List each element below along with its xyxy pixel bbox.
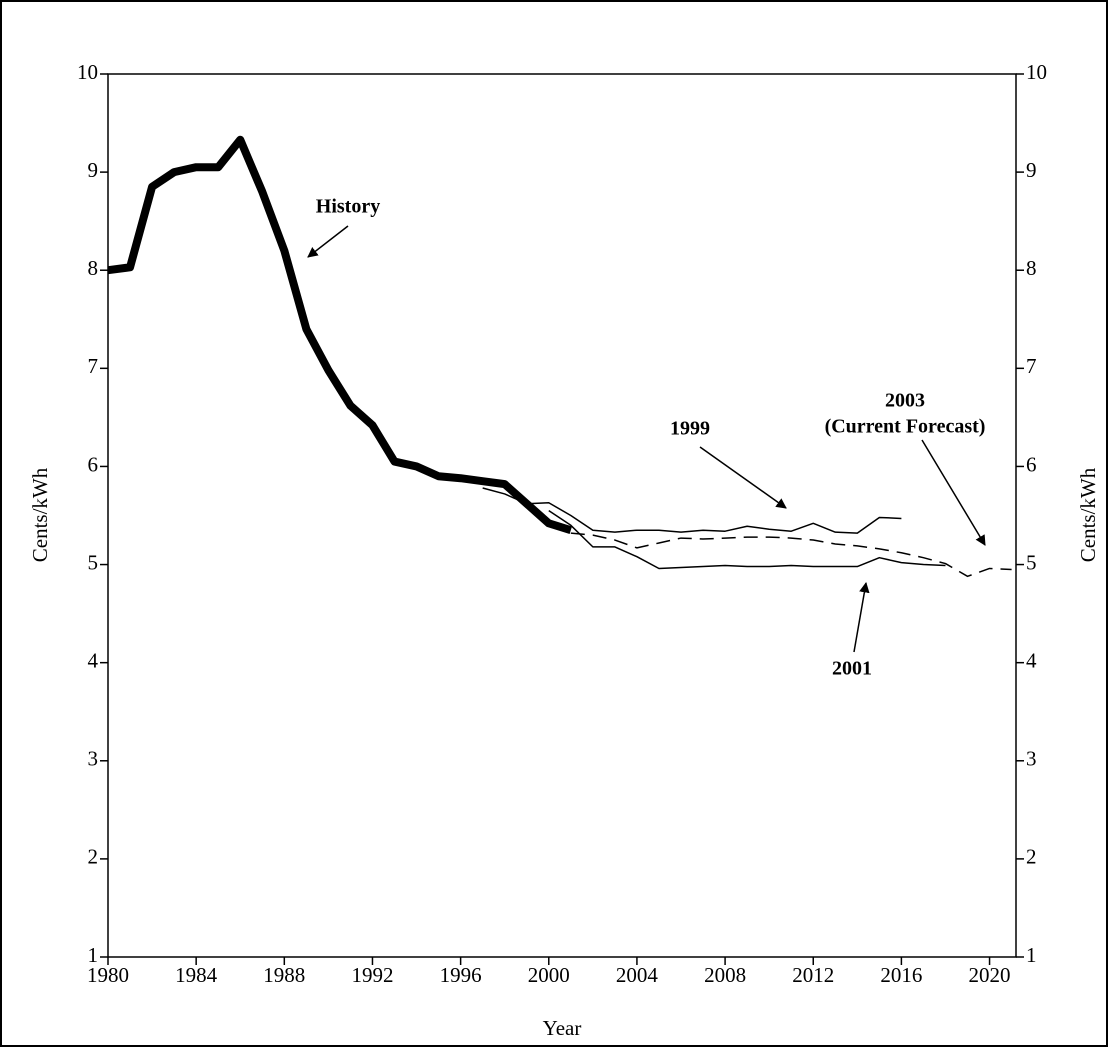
y2-tick-label: 6	[1026, 452, 1037, 476]
arrow	[921, 439, 986, 546]
x-tick-label: 2008	[704, 963, 746, 987]
x-tick-label: 1980	[87, 963, 129, 987]
y2-tick-label: 1	[1026, 943, 1037, 967]
y-tick-label: 9	[88, 158, 99, 182]
y-tick-label: 7	[88, 354, 99, 378]
x-tick-label: 1996	[440, 963, 482, 987]
y2-tick-label: 10	[1026, 60, 1047, 84]
x-tick-label: 2016	[880, 963, 922, 987]
x-tick-label: 1992	[351, 963, 393, 987]
plot-area	[107, 73, 1017, 958]
y2-tick-label: 5	[1026, 550, 1037, 574]
y-tick-label: 5	[88, 550, 99, 574]
y2-tick-label: 4	[1026, 648, 1037, 672]
y2-tick-label: 9	[1026, 158, 1037, 182]
x-tick-label: 2004	[616, 963, 659, 987]
annotation: 2001	[832, 658, 872, 680]
x-tick-label: 2020	[969, 963, 1011, 987]
y-axis-label: Cents/kWh	[28, 467, 52, 562]
x-tick-label: 1984	[175, 963, 218, 987]
y2-tick-label: 8	[1026, 256, 1037, 280]
y-tick-label: 6	[88, 452, 99, 476]
series-line	[570, 532, 1012, 578]
y-tick-label: 2	[88, 845, 99, 869]
arrow	[699, 446, 787, 509]
annotation: 2003	[885, 390, 925, 412]
annotation: History	[316, 196, 380, 218]
y-tick-label: 3	[88, 747, 99, 771]
arrow	[307, 225, 349, 258]
y2-tick-label: 2	[1026, 845, 1037, 869]
x-axis-label: Year	[543, 1016, 582, 1040]
y2-tick-label: 3	[1026, 747, 1037, 771]
series-line	[548, 509, 946, 570]
x-tick-label: 2000	[528, 963, 570, 987]
y-tick-label: 8	[88, 256, 99, 280]
y-tick-label: 1	[88, 943, 99, 967]
annotation: (Current Forecast)	[825, 416, 986, 438]
annotation: 1999	[670, 418, 710, 440]
arrow	[853, 581, 870, 653]
y-tick-label: 10	[77, 60, 98, 84]
y-tick-label: 4	[88, 648, 99, 672]
x-tick-label: 1988	[263, 963, 305, 987]
x-tick-label: 2012	[792, 963, 834, 987]
series-line	[107, 135, 573, 535]
y2-axis-label: Cents/kWh	[1076, 467, 1100, 562]
y2-tick-label: 7	[1026, 354, 1037, 378]
series-line	[482, 487, 902, 534]
